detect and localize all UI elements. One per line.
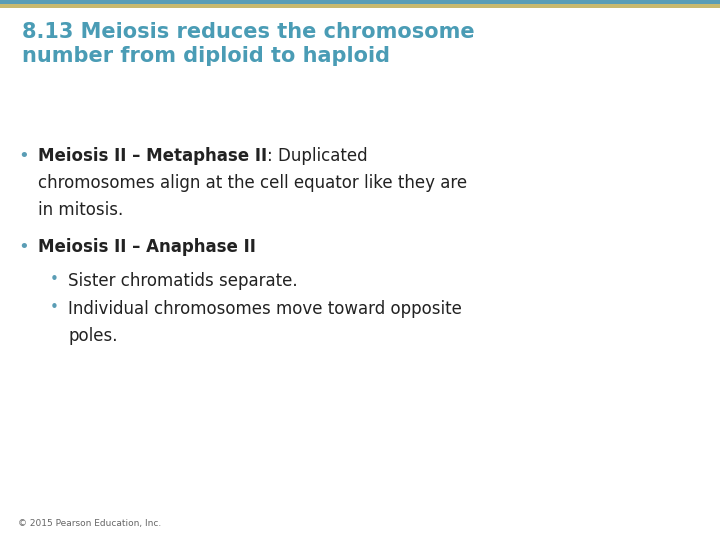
Text: © 2015 Pearson Education, Inc.: © 2015 Pearson Education, Inc. <box>18 519 161 528</box>
Bar <box>0 0 720 8</box>
Text: •: • <box>50 300 59 315</box>
Text: in mitosis.: in mitosis. <box>38 201 123 219</box>
Text: •: • <box>18 238 29 256</box>
Text: 8.13 Meiosis reduces the chromosome
number from diploid to haploid: 8.13 Meiosis reduces the chromosome numb… <box>22 22 474 66</box>
Text: chromosomes align at the cell equator like they are: chromosomes align at the cell equator li… <box>38 174 467 192</box>
Bar <box>0 0 720 4</box>
Text: •: • <box>50 272 59 287</box>
Text: Meiosis II – Anaphase II: Meiosis II – Anaphase II <box>38 238 256 256</box>
Text: •: • <box>18 147 29 165</box>
Text: Meiosis II – Metaphase II: Meiosis II – Metaphase II <box>38 147 267 165</box>
Text: poles.: poles. <box>68 327 117 345</box>
Text: : Duplicated: : Duplicated <box>267 147 368 165</box>
Text: Individual chromosomes move toward opposite: Individual chromosomes move toward oppos… <box>68 300 462 318</box>
Text: Sister chromatids separate.: Sister chromatids separate. <box>68 272 297 290</box>
